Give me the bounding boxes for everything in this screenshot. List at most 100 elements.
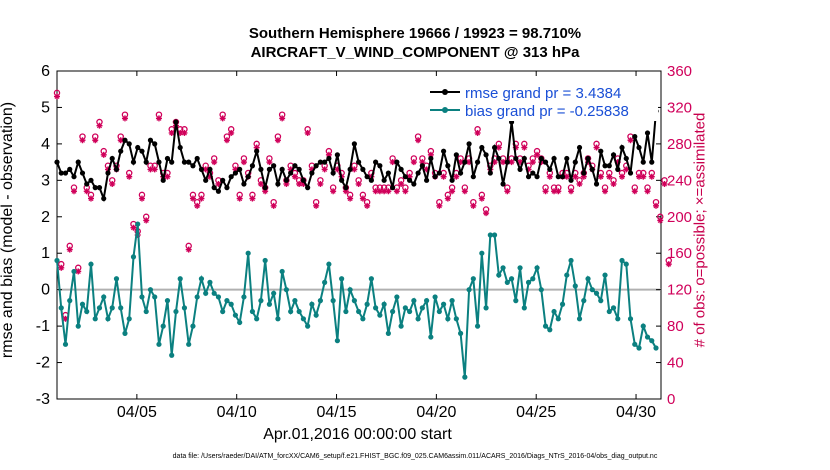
obs-assimilated-stroke: [232, 166, 238, 172]
obs-assimilated-point: [364, 202, 371, 209]
obs-assimilated-stroke: [356, 181, 362, 187]
rmse-point: [118, 148, 124, 154]
bias-point: [249, 308, 256, 315]
obs-assimilated-point: [449, 188, 456, 195]
obs-assimilated-stroke: [611, 181, 617, 187]
bias-point: [500, 265, 506, 271]
obs-assimilated-point: [79, 137, 86, 144]
obs-assimilated-stroke: [305, 130, 311, 136]
obs-assimilated-stroke: [283, 181, 289, 187]
obs-assimilated-point: [75, 268, 82, 275]
rmse-point: [470, 174, 476, 180]
rmse-point: [521, 155, 527, 162]
bias-point: [602, 272, 608, 278]
obs-assimilated-point: [66, 246, 73, 253]
obs-assimilated-stroke: [436, 203, 442, 209]
obs-assimilated-point: [415, 137, 422, 144]
rmse-point: [351, 141, 357, 147]
bias-point: [215, 294, 222, 300]
rmse-point: [237, 166, 243, 172]
obs-assimilated-point: [168, 129, 175, 136]
bias-point: [322, 279, 328, 285]
x-tick-label: 04/10: [217, 404, 257, 421]
rmse-point: [84, 181, 90, 187]
rmse-point: [530, 170, 536, 176]
obs-assimilated-stroke: [296, 181, 302, 187]
bias-point: [479, 250, 485, 256]
obs-assimilated-point: [249, 195, 256, 202]
rmse-point: [207, 166, 213, 172]
obs-assimilated-stroke: [411, 159, 417, 165]
bias-point: [317, 298, 323, 304]
obs-assimilated-point: [211, 159, 218, 166]
obs-assimilated-point: [623, 166, 630, 173]
rmse-point: [101, 195, 107, 202]
rmse-point: [228, 174, 234, 180]
bias-point: [649, 338, 655, 344]
rmse-point: [547, 166, 553, 172]
obs-assimilated-point: [317, 180, 324, 187]
rmse-point: [491, 144, 498, 151]
rmse-point: [254, 148, 260, 154]
bias-point: [79, 301, 86, 307]
rmse-point: [564, 155, 570, 162]
rmse-point: [58, 170, 64, 176]
obs-assimilated-stroke: [547, 174, 553, 180]
y-tick-label: 2: [41, 209, 50, 226]
obs-assimilated-point: [130, 224, 137, 231]
obs-assimilated-point: [398, 180, 405, 187]
bias-point: [440, 301, 447, 307]
obs-assimilated-point: [351, 166, 358, 173]
y2-tick-label: 200: [667, 209, 692, 226]
y-tick-label: 1: [41, 245, 50, 262]
bias-point: [228, 301, 234, 307]
obs-assimilated-point: [576, 180, 583, 187]
obs-assimilated-point: [381, 188, 388, 195]
bias-point: [237, 319, 243, 326]
bias-point: [610, 305, 617, 311]
rmse-point: [347, 166, 353, 172]
bias-point: [71, 268, 77, 275]
obs-assimilated-stroke: [330, 188, 336, 194]
rmse-point: [215, 188, 222, 194]
obs-assimilated-stroke: [623, 166, 629, 172]
bias-point: [453, 316, 459, 322]
bias-point: [347, 287, 353, 293]
obs-assimilated-point: [313, 202, 320, 209]
obs-assimilated-point: [631, 188, 638, 195]
obs-assimilated-point: [138, 195, 145, 202]
y-tick-label: 5: [41, 99, 50, 116]
obs-assimilated-point: [219, 115, 226, 122]
obs-assimilated-stroke: [181, 130, 187, 136]
obs-assimilated-point: [478, 195, 485, 202]
bias-point: [470, 276, 476, 282]
bias-point: [262, 257, 268, 264]
bias-point: [521, 305, 527, 311]
rmse-point: [224, 185, 230, 191]
bias-point: [309, 301, 315, 307]
x-tick-label: 04/25: [516, 404, 556, 421]
obs-assimilated-stroke: [58, 265, 64, 271]
rmse-point: [606, 163, 612, 169]
obs-assimilated-stroke: [594, 145, 600, 151]
rmse-point: [385, 170, 391, 176]
rmse-point: [334, 152, 340, 158]
obs-assimilated-point: [83, 188, 90, 195]
bias-point: [373, 305, 379, 311]
rmse-point: [330, 170, 336, 176]
obs-assimilated-point: [597, 173, 604, 180]
bias-point: [466, 287, 472, 293]
bias-point: [169, 352, 175, 358]
rmse-point: [75, 159, 81, 165]
bias-point: [585, 276, 591, 282]
obs-assimilated-point: [355, 180, 362, 187]
obs-assimilated-point: [58, 264, 65, 271]
bias-point: [198, 276, 205, 282]
obs-assimilated-stroke: [169, 130, 175, 136]
rmse-point: [411, 181, 417, 187]
bias-point: [551, 308, 557, 315]
obs-assimilated-point: [236, 195, 243, 202]
obs-assimilated-point: [534, 151, 541, 158]
obs-assimilated-point: [453, 173, 460, 180]
